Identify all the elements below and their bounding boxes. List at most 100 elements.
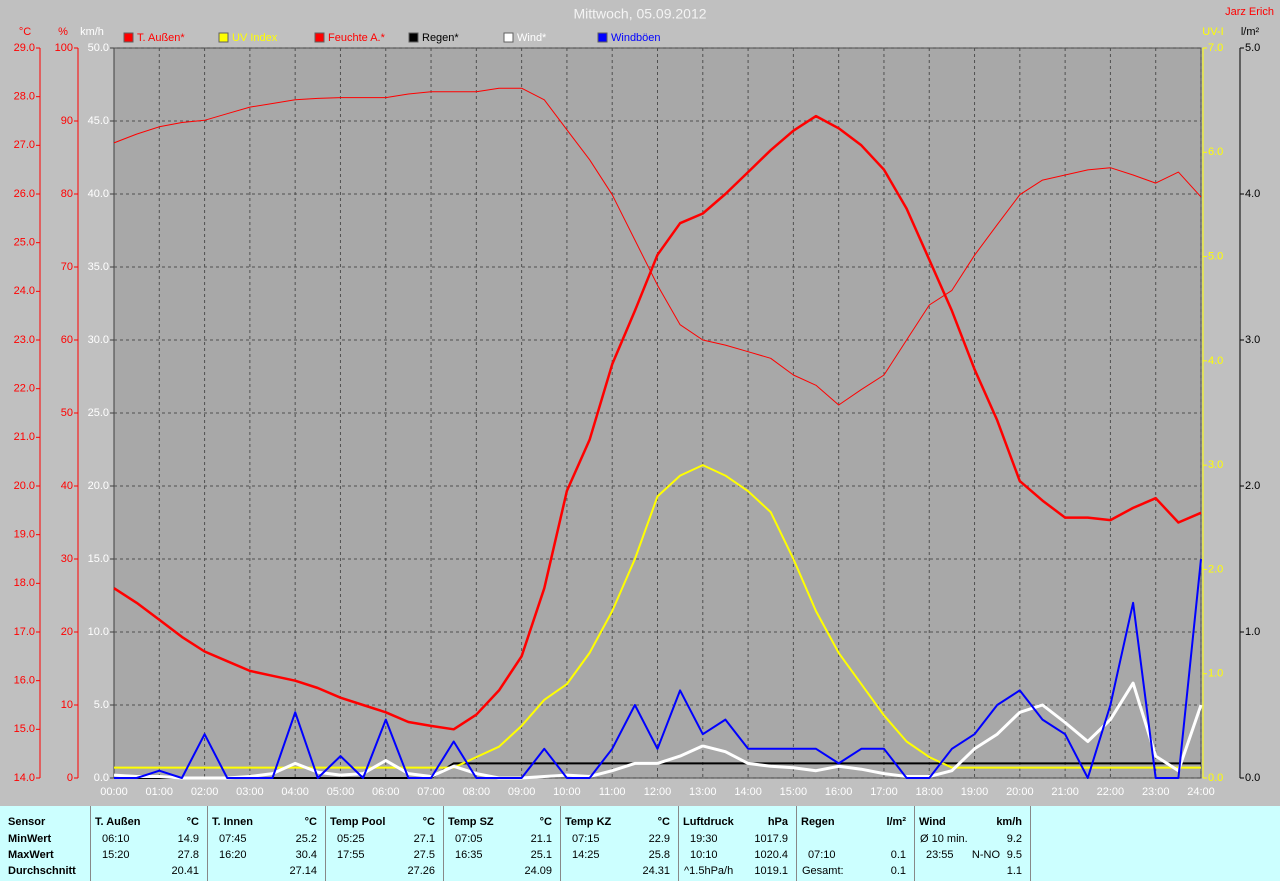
cell-value: 27.1 — [413, 833, 435, 845]
axis-title: km/h — [80, 26, 104, 38]
cell-time: 17:55 — [337, 849, 365, 861]
y-tick-label: 40.0 — [88, 188, 109, 200]
column-unit: °C — [657, 816, 670, 828]
legend-swatch — [408, 32, 419, 43]
column-separator — [1030, 806, 1031, 881]
column-unit: hPa — [767, 816, 788, 828]
x-tick-label: 20:00 — [1006, 786, 1034, 798]
cell-value: 27.14 — [289, 865, 317, 877]
row-label: Sensor — [8, 816, 46, 828]
y-tick-label: 20.0 — [88, 480, 109, 492]
cell-value: 1017.9 — [754, 833, 788, 845]
column-separator — [90, 806, 91, 881]
column-header: T. Innen — [212, 816, 253, 828]
column-header: Regen — [801, 816, 835, 828]
cell-time: 07:05 — [455, 833, 483, 845]
x-tick-label: 06:00 — [372, 786, 400, 798]
y-tick-label: 1.0 — [1208, 668, 1223, 680]
column-separator — [443, 806, 444, 881]
column-header: Temp SZ — [448, 816, 494, 828]
y-tick-label: 4.0 — [1245, 188, 1260, 200]
series-line — [113, 681, 1203, 780]
column-separator — [207, 806, 208, 881]
legend-label: Feuchte A.* — [328, 32, 386, 44]
cell-time: Ø 10 min. — [920, 833, 968, 845]
x-tick-label: 22:00 — [1097, 786, 1125, 798]
y-tick-label: 35.0 — [88, 261, 109, 273]
y-tick-label: 50 — [61, 407, 73, 419]
x-tick-label: 02:00 — [191, 786, 219, 798]
y-tick-label: 40 — [61, 480, 73, 492]
y-tick-label: 0.0 — [1245, 772, 1260, 784]
column-unit: °C — [422, 816, 435, 828]
y-tick-label: 0.0 — [1208, 772, 1223, 784]
column-unit: km/h — [996, 816, 1022, 828]
x-tick-label: 03:00 — [236, 786, 264, 798]
y-tick-label: 45.0 — [88, 115, 109, 127]
y-tick-label: 80 — [61, 188, 73, 200]
x-tick-label: 16:00 — [825, 786, 853, 798]
x-tick-label: 08:00 — [463, 786, 491, 798]
x-tick-label: 17:00 — [870, 786, 898, 798]
series-line — [114, 558, 1202, 779]
axis-title: % — [58, 26, 68, 38]
column-separator — [325, 806, 326, 881]
legend-label: UV Index — [232, 32, 278, 44]
cell-time: 10:10 — [690, 849, 718, 861]
y-tick-label: 10.0 — [88, 626, 109, 638]
x-tick-label: 14:00 — [734, 786, 762, 798]
cell-time: 16:35 — [455, 849, 483, 861]
x-tick-label: 12:00 — [644, 786, 672, 798]
y-tick-label: 28.0 — [14, 91, 35, 103]
y-tick-label: 70 — [61, 261, 73, 273]
cell-time: 19:30 — [690, 833, 718, 845]
cell-time: Gesamt: — [802, 865, 844, 877]
y-tick-label: 16.0 — [14, 675, 35, 687]
cell-time: 15:20 — [102, 849, 130, 861]
y-tick-label: 1.0 — [1245, 626, 1260, 638]
x-tick-label: 00:00 — [100, 786, 128, 798]
cell-value: 27.5 — [413, 849, 435, 861]
y-tick-label: 5.0 — [94, 699, 109, 711]
series-line — [113, 87, 1202, 406]
y-tick-label: 2.0 — [1245, 480, 1260, 492]
y-tick-label: 20.0 — [14, 480, 35, 492]
cell-value: 9.2 — [1006, 833, 1022, 845]
cell-value: 1019.1 — [754, 865, 788, 877]
cell-time: 05:25 — [337, 833, 365, 845]
cell-value: 9.5 — [1006, 849, 1022, 861]
y-tick-label: 26.0 — [14, 188, 35, 200]
y-tick-label: 15.0 — [88, 553, 109, 565]
y-tick-label: 3.0 — [1208, 459, 1223, 471]
cell-time: 07:45 — [219, 833, 247, 845]
x-tick-label: 01:00 — [146, 786, 174, 798]
y-tick-label: 10 — [61, 699, 73, 711]
y-tick-label: 19.0 — [14, 529, 35, 541]
legend-label: T. Außen* — [137, 32, 185, 44]
cell-value: 30.4 — [295, 849, 317, 861]
column-unit: °C — [304, 816, 317, 828]
y-tick-label: 29.0 — [14, 42, 35, 54]
y-tick-label: 100 — [55, 42, 73, 54]
cell-value: 27.26 — [407, 865, 435, 877]
cell-value: 22.9 — [648, 833, 670, 845]
y-tick-label: 5.0 — [1208, 250, 1223, 262]
y-tick-label: 3.0 — [1245, 334, 1260, 346]
x-tick-label: 21:00 — [1051, 786, 1079, 798]
y-tick-label: 20 — [61, 626, 73, 638]
legend-label: Windböen — [611, 32, 661, 44]
cell-value: 20.41 — [171, 865, 199, 877]
y-tick-label: 24.0 — [14, 285, 35, 297]
y-tick-label: 17.0 — [14, 626, 35, 638]
cell-value: 1.1 — [1006, 865, 1022, 877]
cell-value: 25.8 — [648, 849, 670, 861]
y-tick-label: 22.0 — [14, 383, 35, 395]
x-tick-label: 09:00 — [508, 786, 536, 798]
x-tick-label: 18:00 — [915, 786, 943, 798]
legend-swatch — [218, 32, 229, 43]
x-tick-label: 04:00 — [281, 786, 309, 798]
cell-time: 14:25 — [572, 849, 600, 861]
y-tick-label: 50.0 — [88, 42, 109, 54]
column-header: Temp KZ — [565, 816, 612, 828]
